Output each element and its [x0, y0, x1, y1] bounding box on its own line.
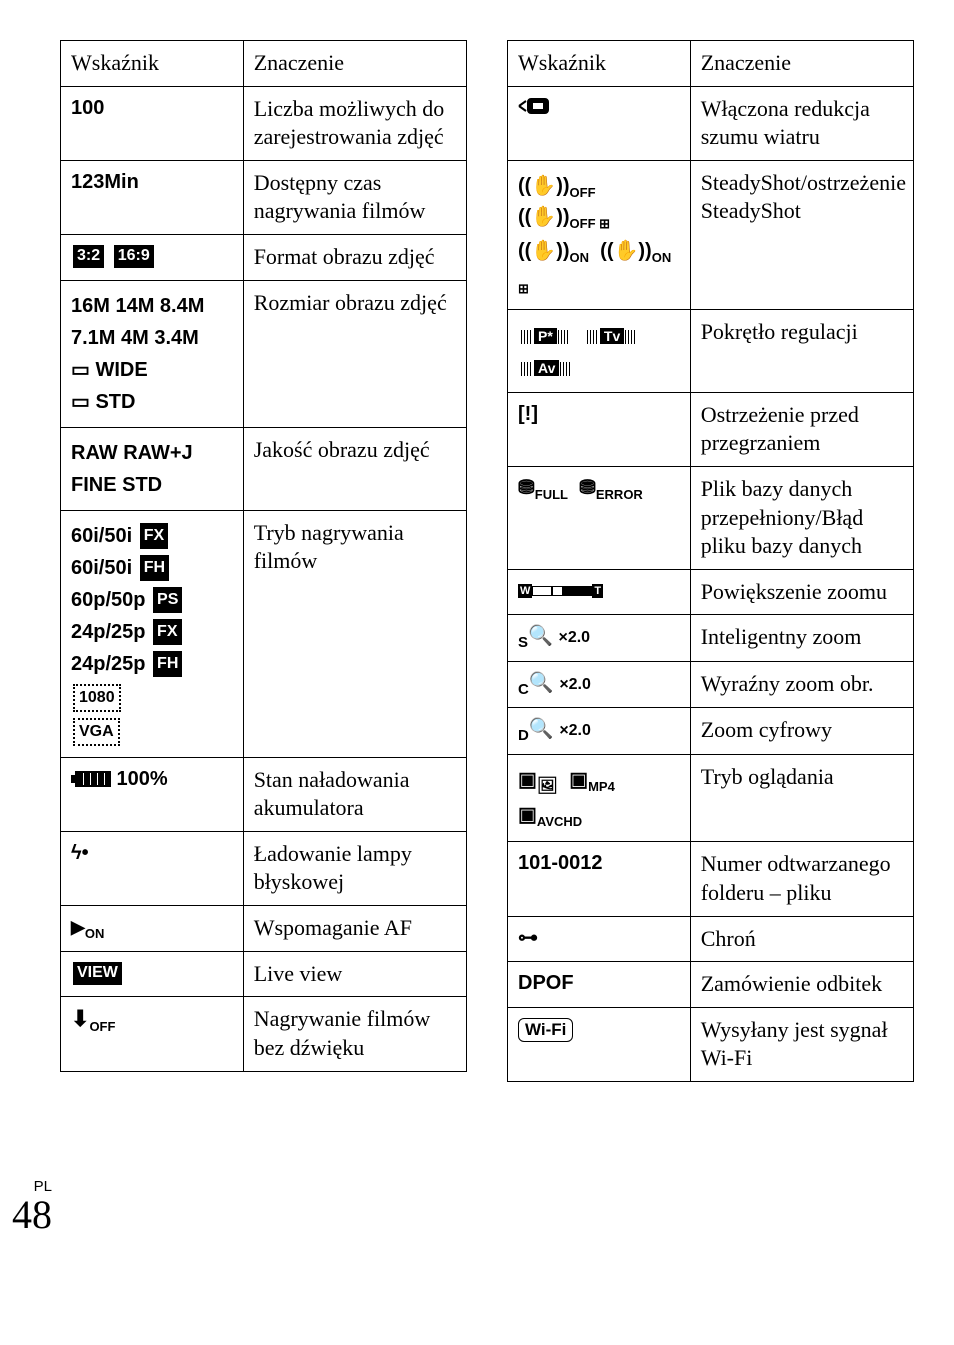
meaning-cell: Tryb oglądania	[690, 754, 913, 842]
table-row: D🔍 ×2.0Zoom cyfrowy	[508, 708, 914, 755]
table-row: S🔍 ×2.0Inteligentny zoom	[508, 615, 914, 662]
table-row: 100%Stan naładowania akumulatora	[61, 757, 467, 831]
meaning-cell: Dostępny czas nagrywania filmów	[243, 160, 466, 234]
table-row: 123MinDostępny czas nagrywania filmów	[61, 160, 467, 234]
table-row: RAW RAW+JFINE STDJakość obrazu zdjęć	[61, 427, 467, 510]
indicator-cell: 123Min	[61, 160, 244, 234]
indicator-cell: WT	[508, 569, 691, 615]
indicator-cell: 100	[61, 86, 244, 160]
meaning-cell: Ładowanie lampy błyskowej	[243, 831, 466, 905]
indicator-cell: P* TvAv	[508, 309, 691, 392]
meaning-cell: Wysyłany jest sygnał Wi-Fi	[690, 1007, 913, 1081]
table-row: ONWspomaganie AF	[61, 905, 467, 951]
meaning-cell: Live view	[243, 951, 466, 997]
two-column-layout: Wskaźnik Znaczenie 100Liczba możliwych d…	[60, 40, 914, 1082]
meaning-cell: Wspomaganie AF	[243, 905, 466, 951]
indicator-cell: 16M 14M 8.4M7.1M 4M 3.4M▭ WIDE▭ STD	[61, 280, 244, 427]
indicator-cell	[508, 86, 691, 160]
indicator-cell: ▣🖼 ▣MP4▣AVCHD	[508, 754, 691, 842]
indicator-cell: 3:2 16:9	[61, 234, 244, 280]
header-meaning: Znaczenie	[243, 41, 466, 87]
indicator-cell: VIEW	[61, 951, 244, 997]
meaning-cell: Wyraźny zoom obr.	[690, 661, 913, 708]
table-row: Włączona redukcja szumu wiatru	[508, 86, 914, 160]
indicator-cell: [!]	[508, 392, 691, 466]
meaning-cell: Rozmiar obrazu zdjęć	[243, 280, 466, 427]
table-row: 3:2 16:9Format obrazu zdjęć	[61, 234, 467, 280]
indicator-cell: ⬇OFF	[61, 997, 244, 1071]
indicator-table-right: Wskaźnik Znaczenie Włączona redukcja szu…	[507, 40, 914, 1082]
table-row: 60i/50i FX60i/50i FH60p/50p PS24p/25p FX…	[61, 510, 467, 757]
indicator-table-left: Wskaźnik Znaczenie 100Liczba możliwych d…	[60, 40, 467, 1072]
meaning-cell: Format obrazu zdjęć	[243, 234, 466, 280]
indicator-cell: ϟ•	[61, 831, 244, 905]
table-row: P* TvAvPokrętło regulacji	[508, 309, 914, 392]
meaning-cell: Nagrywanie filmów bez dźwięku	[243, 997, 466, 1071]
table-row: Wi-FiWysyłany jest sygnał Wi-Fi	[508, 1007, 914, 1081]
meaning-cell: Numer odtwarzanego folderu – pliku	[690, 842, 913, 916]
meaning-cell: Inteligentny zoom	[690, 615, 913, 662]
header-indicator: Wskaźnik	[61, 41, 244, 87]
indicator-cell: RAW RAW+JFINE STD	[61, 427, 244, 510]
table-row: ⬇OFFNagrywanie filmów bez dźwięku	[61, 997, 467, 1071]
table-header-row: Wskaźnik Znaczenie	[61, 41, 467, 87]
meaning-cell: Liczba możliwych do zarejestrowania zdję…	[243, 86, 466, 160]
header-indicator: Wskaźnik	[508, 41, 691, 87]
header-meaning: Znaczenie	[690, 41, 913, 87]
indicator-cell: Wi-Fi	[508, 1007, 691, 1081]
meaning-cell: Chroń	[690, 916, 913, 962]
table-row: ▣🖼 ▣MP4▣AVCHDTryb oglądania	[508, 754, 914, 842]
meaning-cell: Jakość obrazu zdjęć	[243, 427, 466, 510]
left-column: Wskaźnik Znaczenie 100Liczba możliwych d…	[60, 40, 467, 1082]
table-row: ⊶Chroń	[508, 916, 914, 962]
table-row: DPOFZamówienie odbitek	[508, 962, 914, 1008]
meaning-cell: Włączona redukcja szumu wiatru	[690, 86, 913, 160]
meaning-cell: SteadyShot/ostrzeżenie SteadyShot	[690, 160, 913, 309]
table-row: VIEWLive view	[61, 951, 467, 997]
table-row: ⛃FULL ⛃ERRORPlik bazy danych przepełnion…	[508, 466, 914, 569]
wind-filter-icon	[518, 95, 552, 117]
indicator-cell: 60i/50i FX60i/50i FH60p/50p PS24p/25p FX…	[61, 510, 244, 757]
meaning-cell: Pokrętło regulacji	[690, 309, 913, 392]
page-number: 48	[12, 1192, 52, 1237]
indicator-cell: ⊶	[508, 916, 691, 962]
table-row: ϟ•Ładowanie lampy błyskowej	[61, 831, 467, 905]
meaning-cell: Ostrzeżenie przed przegrzaniem	[690, 392, 913, 466]
table-row: C🔍 ×2.0Wyraźny zoom obr.	[508, 661, 914, 708]
table-row: 101-0012Numer odtwarzanego folderu – pli…	[508, 842, 914, 916]
indicator-cell: S🔍 ×2.0	[508, 615, 691, 662]
meaning-cell: Stan naładowania akumulatora	[243, 757, 466, 831]
indicator-cell: 100%	[61, 757, 244, 831]
indicator-cell: C🔍 ×2.0	[508, 661, 691, 708]
meaning-cell: Plik bazy danych przepełniony/Błąd pliku…	[690, 466, 913, 569]
table-row: [!]Ostrzeżenie przed przegrzaniem	[508, 392, 914, 466]
indicator-cell: D🔍 ×2.0	[508, 708, 691, 755]
meaning-cell: Zoom cyfrowy	[690, 708, 913, 755]
table-row: WTPowiększenie zoomu	[508, 569, 914, 615]
indicator-cell: ((✋))OFF ((✋))OFF ⊞((✋))ON ((✋))ON ⊞	[508, 160, 691, 309]
indicator-cell: ⛃FULL ⛃ERROR	[508, 466, 691, 569]
right-column: Wskaźnik Znaczenie Włączona redukcja szu…	[507, 40, 914, 1082]
meaning-cell: Powiększenie zoomu	[690, 569, 913, 615]
meaning-cell: Tryb nagrywania filmów	[243, 510, 466, 757]
indicator-cell: DPOF	[508, 962, 691, 1008]
table-row: ((✋))OFF ((✋))OFF ⊞((✋))ON ((✋))ON ⊞Stea…	[508, 160, 914, 309]
meaning-cell: Zamówienie odbitek	[690, 962, 913, 1008]
page-number-block: PL 48	[12, 1178, 52, 1235]
table-header-row: Wskaźnik Znaczenie	[508, 41, 914, 87]
indicator-cell: ON	[61, 905, 244, 951]
table-row: 16M 14M 8.4M7.1M 4M 3.4M▭ WIDE▭ STDRozmi…	[61, 280, 467, 427]
table-row: 100Liczba możliwych do zarejestrowania z…	[61, 86, 467, 160]
indicator-cell: 101-0012	[508, 842, 691, 916]
